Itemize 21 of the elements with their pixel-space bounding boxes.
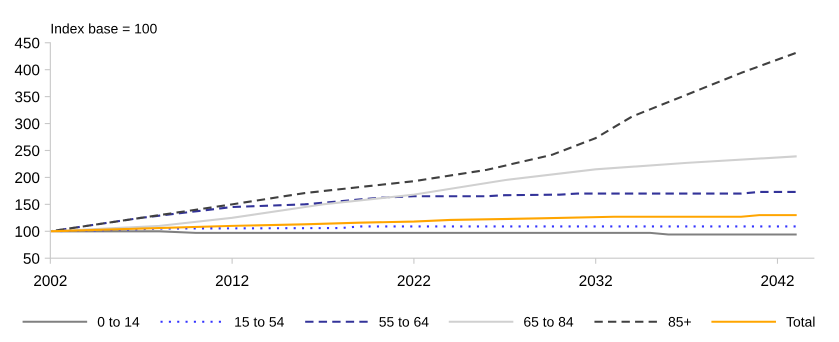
legend-label: Total <box>786 316 814 327</box>
legend-label: 65 to 84 <box>524 316 574 327</box>
legend-label: 55 to 64 <box>379 316 429 327</box>
y-tick-label: 400 <box>14 64 40 76</box>
legend-label: 0 to 14 <box>98 316 140 327</box>
x-tick-label: 2032 <box>579 275 612 286</box>
legend-label: 15 to 54 <box>235 317 284 327</box>
x-tick-label: 2022 <box>398 275 430 286</box>
y-tick-label: 200 <box>15 172 40 184</box>
x-tick-label: 2002 <box>34 275 67 286</box>
y-tick-label: 350 <box>15 91 40 102</box>
y-tick-label: 300 <box>15 118 40 130</box>
y-axis-title: Index base = 100 <box>52 23 157 34</box>
y-tick-label: 250 <box>15 145 40 156</box>
x-tick-label: 2042 <box>761 275 794 286</box>
legend-label: 85+ <box>668 316 691 327</box>
y-tick-label: 100 <box>16 226 40 237</box>
y-tick-label: 50 <box>24 253 40 264</box>
y-tick-label: 150 <box>16 199 40 210</box>
y-tick-label: 450 <box>14 38 40 48</box>
x-tick-label: 2012 <box>216 275 248 286</box>
